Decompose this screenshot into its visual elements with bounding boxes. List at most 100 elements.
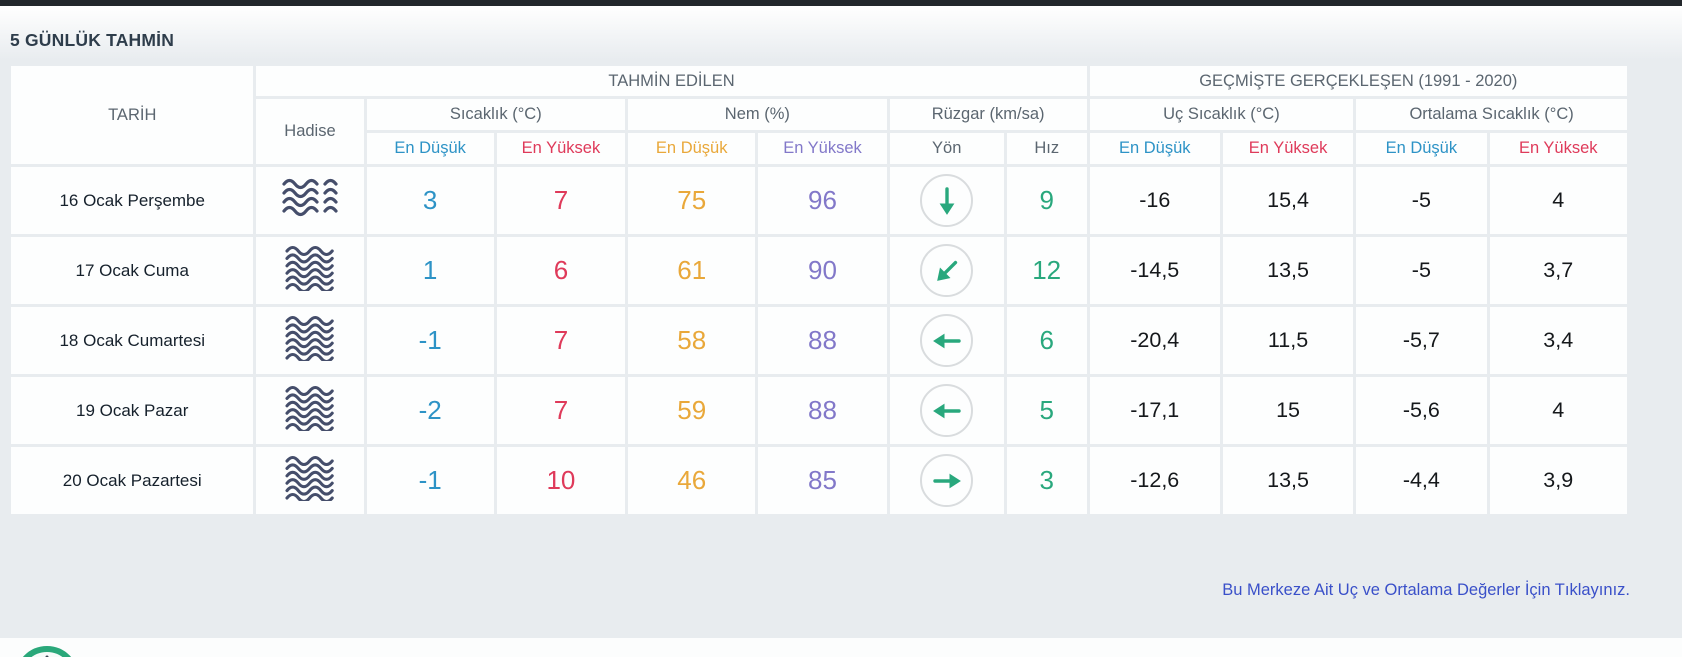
header-tarih: TARİH [11, 66, 254, 164]
extreme-max-cell: 13,5 [1222, 447, 1354, 514]
wind-direction-cell [889, 167, 1004, 234]
extreme-values-link[interactable]: Bu Merkeze Ait Uç ve Ortalama Değerler İ… [1222, 581, 1630, 599]
humidity-max-cell: 85 [758, 447, 887, 514]
wind-speed-cell: 12 [1006, 237, 1087, 304]
weather-condition-cell [256, 167, 364, 234]
average-min-cell: -5 [1356, 237, 1487, 304]
header-ortalama-en-yuksek: En Yüksek [1489, 133, 1627, 164]
wind-direction-cell [889, 307, 1004, 374]
average-min-cell: -5 [1356, 167, 1487, 234]
header-yon: Yön [889, 133, 1004, 164]
clock-icon [22, 646, 72, 657]
humidity-max-cell: 88 [758, 307, 887, 374]
wind-speed-cell: 6 [1006, 307, 1087, 374]
wind-speed-cell: 3 [1006, 447, 1087, 514]
forecast-row: 16 Ocak Perşembe [11, 167, 1627, 234]
header-gecmiste-gerceklesen: GEÇMİŞTE GERÇEKLEŞEN (1991 - 2020) [1089, 66, 1627, 96]
header-nem: Nem (%) [628, 99, 887, 130]
bottom-section-bar [0, 638, 1682, 657]
extreme-max-cell: 13,5 [1222, 237, 1354, 304]
temp-max-cell: 7 [496, 167, 626, 234]
extreme-max-cell: 11,5 [1222, 307, 1354, 374]
header-sicaklik-en-yuksek: En Yüksek [496, 133, 626, 164]
wind-direction-cell [889, 447, 1004, 514]
wind-direction-circle [920, 384, 974, 437]
fog-partial-icon [281, 178, 339, 218]
wind-direction-circle [920, 454, 974, 507]
weather-condition-cell [256, 377, 364, 444]
humidity-min-cell: 59 [628, 377, 756, 444]
average-max-cell: 4 [1489, 167, 1627, 234]
forecast-row: 19 Ocak Pazar [11, 377, 1627, 444]
extreme-values-link-row: Bu Merkeze Ait Uç ve Ortalama Değerler İ… [8, 581, 1630, 600]
temp-min-cell: 1 [366, 237, 494, 304]
temp-max-cell: 6 [496, 237, 626, 304]
temp-max-cell: 7 [496, 307, 626, 374]
humidity-max-cell: 88 [758, 377, 887, 444]
header-sicaklik-en-dusuk: En Düşük [366, 133, 494, 164]
wind-direction-arrow [939, 186, 955, 215]
header-uc-sicaklik: Uç Sıcaklık (°C) [1089, 99, 1354, 130]
wind-direction-arrow [932, 403, 961, 418]
humidity-min-cell: 46 [628, 447, 756, 514]
wind-direction-circle [920, 244, 974, 297]
wind-direction-arrow [932, 333, 961, 348]
header-ruzgar: Rüzgar (km/sa) [889, 99, 1087, 130]
extreme-min-cell: -16 [1089, 167, 1220, 234]
wind-direction-circle [920, 314, 974, 367]
wind-direction-cell [889, 377, 1004, 444]
header-tahmin-edilen: TAHMİN EDİLEN [256, 66, 1087, 96]
header-nem-en-dusuk: En Düşük [628, 133, 756, 164]
forecast-row: 17 Ocak Cuma [11, 237, 1627, 304]
humidity-min-cell: 61 [628, 237, 756, 304]
temp-max-cell: 10 [496, 447, 626, 514]
header-uc-en-yuksek: En Yüksek [1222, 133, 1354, 164]
page-title: 5 GÜNLÜK TAHMİN [10, 30, 175, 50]
extreme-min-cell: -14,5 [1089, 237, 1220, 304]
wind-direction-circle [920, 174, 974, 227]
fog-dense-icon [284, 385, 336, 434]
wind-direction-cell [889, 237, 1004, 304]
fog-dense-icon [284, 315, 336, 364]
date-cell: 19 Ocak Pazar [11, 377, 254, 444]
fog-dense-icon [284, 245, 336, 294]
header-nem-en-yuksek: En Yüksek [758, 133, 887, 164]
extreme-min-cell: -20,4 [1089, 307, 1220, 374]
humidity-min-cell: 58 [628, 307, 756, 374]
date-cell: 16 Ocak Perşembe [11, 167, 254, 234]
average-max-cell: 3,9 [1489, 447, 1627, 514]
header-ortalama-en-dusuk: En Düşük [1356, 133, 1487, 164]
date-cell: 18 Ocak Cumartesi [11, 307, 254, 374]
extreme-min-cell: -17,1 [1089, 377, 1220, 444]
forecast-row: 18 Ocak Cumartesi [11, 307, 1627, 374]
forecast-table-body: 16 Ocak Perşembe [11, 167, 1627, 514]
temp-max-cell: 7 [496, 377, 626, 444]
average-min-cell: -5,6 [1356, 377, 1487, 444]
header-sicaklik: Sıcaklık (°C) [366, 99, 626, 130]
temp-min-cell: -1 [366, 447, 494, 514]
humidity-max-cell: 90 [758, 237, 887, 304]
humidity-min-cell: 75 [628, 167, 756, 234]
date-cell: 17 Ocak Cuma [11, 237, 254, 304]
wind-direction-arrow [932, 473, 961, 488]
weather-condition-cell [256, 307, 364, 374]
wind-direction-arrow [936, 260, 957, 281]
extreme-max-cell: 15 [1222, 377, 1354, 444]
date-cell: 20 Ocak Pazartesi [11, 447, 254, 514]
average-max-cell: 3,4 [1489, 307, 1627, 374]
forecast-table: TARİH TAHMİN EDİLEN GEÇMİŞTE GERÇEKLEŞEN… [8, 63, 1630, 517]
extreme-min-cell: -12,6 [1089, 447, 1220, 514]
header-hiz: Hız [1006, 133, 1087, 164]
average-max-cell: 4 [1489, 377, 1627, 444]
extreme-max-cell: 15,4 [1222, 167, 1354, 234]
average-max-cell: 3,7 [1489, 237, 1627, 304]
forecast-row: 20 Ocak Pazartesi [11, 447, 1627, 514]
weather-condition-cell [256, 447, 364, 514]
average-min-cell: -5,7 [1356, 307, 1487, 374]
header-ortalama-sicaklik: Ortalama Sıcaklık (°C) [1356, 99, 1627, 130]
average-min-cell: -4,4 [1356, 447, 1487, 514]
weather-condition-cell [256, 237, 364, 304]
humidity-max-cell: 96 [758, 167, 887, 234]
temp-min-cell: -2 [366, 377, 494, 444]
fog-dense-icon [284, 455, 336, 504]
